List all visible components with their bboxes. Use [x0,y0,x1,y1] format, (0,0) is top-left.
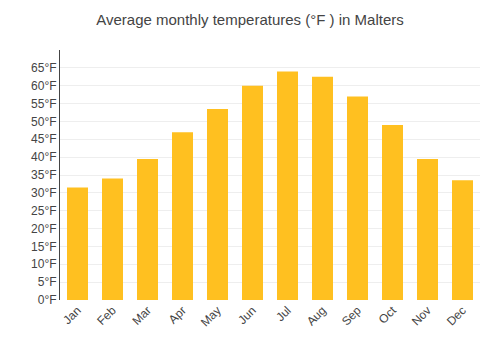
svg-text:Nov: Nov [409,303,434,328]
svg-text:25°F: 25°F [31,204,56,218]
svg-text:55°F: 55°F [31,97,56,111]
svg-text:45°F: 45°F [31,132,56,146]
svg-text:Mar: Mar [129,303,154,328]
svg-text:15°F: 15°F [31,240,56,254]
svg-text:20°F: 20°F [31,222,56,236]
svg-text:40°F: 40°F [31,150,56,164]
svg-text:Dec: Dec [444,303,469,328]
svg-text:Oct: Oct [376,303,400,327]
svg-text:5°F: 5°F [38,275,57,289]
svg-text:35°F: 35°F [31,168,56,182]
svg-text:0°F: 0°F [38,293,57,307]
svg-text:Jun: Jun [235,303,259,327]
svg-text:Apr: Apr [166,303,189,326]
svg-text:Sep: Sep [339,303,364,328]
svg-text:65°F: 65°F [31,61,56,75]
svg-text:Average monthly temperatures (: Average monthly temperatures (°F ) in Ma… [96,11,404,28]
svg-text:Jul: Jul [273,303,294,324]
svg-text:30°F: 30°F [31,186,56,200]
svg-text:Feb: Feb [94,303,119,328]
svg-text:Jan: Jan [60,303,84,327]
svg-text:Aug: Aug [304,303,329,328]
svg-text:10°F: 10°F [31,257,56,271]
svg-text:60°F: 60°F [31,79,56,93]
svg-text:May: May [198,303,224,329]
svg-text:50°F: 50°F [31,115,56,129]
